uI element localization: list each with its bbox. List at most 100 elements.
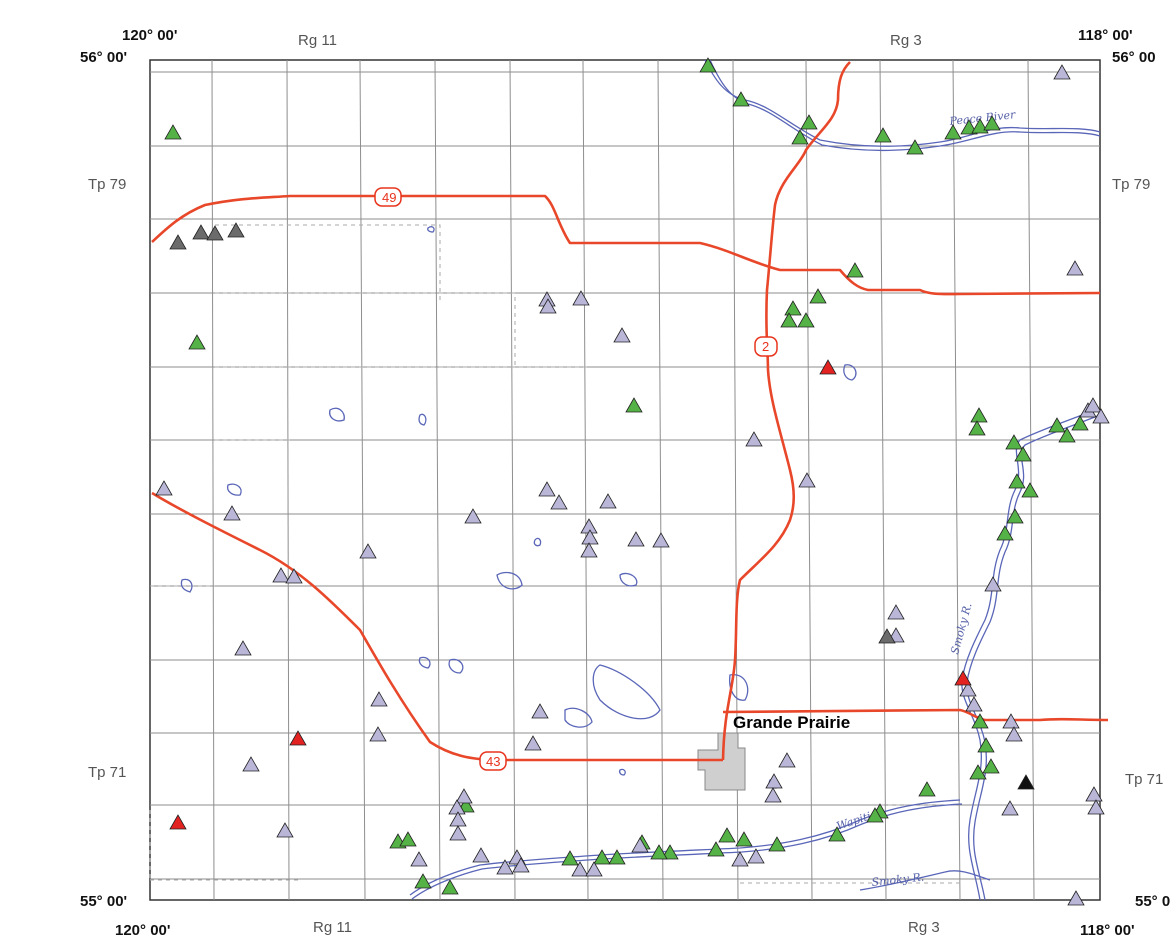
site-marker-green (866, 807, 884, 823)
site-marker-green (1048, 417, 1066, 433)
township-label-upper-left: Tp 79 (88, 176, 126, 193)
site-marker-red (169, 814, 187, 830)
site-marker-dark-gray (192, 224, 210, 240)
site-marker-green (996, 525, 1014, 541)
highway-43-line (151, 491, 723, 762)
site-marker-green (846, 262, 864, 278)
site-marker-green (188, 334, 206, 350)
site-marker-lavender (276, 822, 294, 838)
site-marker-green (969, 764, 987, 780)
site-marker-green (593, 849, 611, 865)
site-marker-lavender (539, 298, 557, 314)
site-marker-green (164, 124, 182, 140)
site-marker-lavender (1005, 726, 1023, 742)
township-grid (150, 59, 1100, 901)
site-marker-green (650, 844, 668, 860)
range-label-top-right: Rg 3 (890, 32, 922, 49)
site-marker-lavender (652, 532, 670, 548)
township-label-upper-right: Tp 79 (1112, 176, 1150, 193)
site-marker-green (809, 288, 827, 304)
site-marker-green (414, 873, 432, 889)
site-marker-dark-gray (169, 234, 187, 250)
site-marker-lavender (512, 857, 530, 873)
site-marker-lavender (965, 696, 983, 712)
lat-top-left: 56° 00' (80, 49, 127, 66)
smoky-river (961, 409, 1096, 901)
site-marker-green (791, 129, 809, 145)
lon-top-right: 118° 00' (1078, 27, 1133, 44)
site-marker-lavender (631, 837, 649, 853)
lon-bottom-right: 118° 00' (1080, 922, 1135, 939)
site-marker-lavender (223, 505, 241, 521)
site-marker-green (699, 57, 717, 73)
site-marker-lavender (1092, 408, 1110, 424)
site-marker-green (1005, 434, 1023, 450)
site-marker-green (944, 124, 962, 140)
site-marker-lavender (1001, 800, 1019, 816)
site-marker-lavender (1053, 64, 1071, 80)
highway-2-line (721, 61, 851, 761)
site-marker-lavender (155, 480, 173, 496)
svg-text:2: 2 (762, 339, 769, 354)
site-marker-lavender (585, 861, 603, 877)
site-marker-dark-gray (206, 225, 224, 241)
site-marker-lavender (747, 848, 765, 864)
site-marker-green (800, 114, 818, 130)
site-marker-green (780, 312, 798, 328)
site-marker-lavender (984, 576, 1002, 592)
site-marker-green (1071, 415, 1089, 431)
site-marker-lavender (778, 752, 796, 768)
site-marker-lavender (580, 542, 598, 558)
city-label: Grande Prairie (733, 713, 850, 732)
site-marker-green (718, 827, 736, 843)
range-label-bottom-right: Rg 3 (908, 919, 940, 936)
site-marker-green (661, 844, 679, 860)
site-marker-green (918, 781, 936, 797)
site-marker-lavender (572, 290, 590, 306)
site-marker-green (608, 849, 626, 865)
site-marker-green (399, 831, 417, 847)
site-marker-green (625, 397, 643, 413)
site-marker-green (1021, 482, 1039, 498)
site-marker-green (968, 420, 986, 436)
range-label-top-left: Rg 11 (298, 32, 337, 49)
site-marker-lavender (285, 568, 303, 584)
site-marker-lavender (959, 681, 977, 697)
site-marker-green (1008, 473, 1026, 489)
site-marker-green (1058, 427, 1076, 443)
site-marker-lavender (531, 703, 549, 719)
site-marker-lavender (764, 787, 782, 803)
site-marker-green (768, 836, 786, 852)
site-marker-green (982, 758, 1000, 774)
site-marker-lavender (745, 431, 763, 447)
site-marker-red (954, 670, 972, 686)
site-marker-lavender (538, 481, 556, 497)
township-label-lower-left: Tp 71 (88, 764, 126, 781)
site-marker-green (732, 91, 750, 107)
site-marker-lavender (449, 825, 467, 841)
lat-bottom-left: 55° 00' (80, 893, 127, 910)
site-markers (155, 57, 1110, 906)
site-marker-green (707, 841, 725, 857)
lon-bottom-left: 120° 00' (115, 922, 170, 939)
site-marker-green (441, 879, 459, 895)
site-marker-dark-gray (227, 222, 245, 238)
site-marker-lavender (242, 756, 260, 772)
site-marker-lavender (731, 851, 749, 867)
highway-shield-43: 43 (479, 751, 507, 771)
site-marker-dark-gray (878, 628, 896, 644)
site-marker-lavender (472, 847, 490, 863)
site-marker-green (971, 713, 989, 729)
site-marker-lavender (524, 735, 542, 751)
site-marker-green (906, 139, 924, 155)
site-marker-green (977, 737, 995, 753)
site-marker-green (983, 115, 1001, 131)
city-area (697, 732, 746, 791)
site-marker-green (1014, 446, 1032, 462)
site-marker-lavender (370, 691, 388, 707)
site-marker-lavender (1084, 397, 1102, 413)
site-marker-green (735, 831, 753, 847)
svg-text:49: 49 (382, 190, 396, 205)
site-marker-green (797, 312, 815, 328)
site-marker-lavender (369, 726, 387, 742)
